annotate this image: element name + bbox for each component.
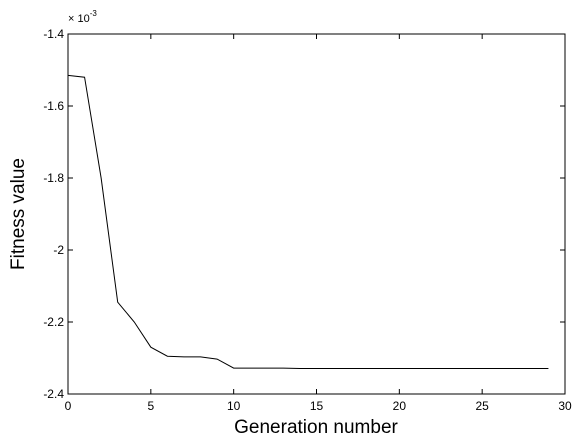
y-tick-label: -2.4 (43, 387, 64, 401)
x-tick-label: 0 (65, 399, 72, 413)
fitness-series-line (67, 74, 549, 369)
x-tick-label: 10 (227, 399, 241, 413)
x-axis-label: Generation number (234, 417, 398, 438)
x-tick-label: 30 (558, 399, 572, 413)
x-tick-label: 15 (310, 399, 324, 413)
y-tick-label: -1.6 (43, 99, 64, 113)
y-axis-multiplier: × 10-3 (68, 9, 97, 25)
plot-area (67, 33, 566, 395)
x-tick-label: 25 (475, 399, 489, 413)
x-tick-label: 5 (147, 399, 154, 413)
y-axis-ticks: -2.4 -2.2 -2 -1.8 -1.6 -1.4 (43, 27, 565, 401)
y-tick-label: -1.8 (43, 171, 64, 185)
y-tick-label: -2.2 (43, 315, 64, 329)
y-axis-label: Fitness value (8, 158, 29, 270)
y-tick-label: -2 (53, 243, 64, 257)
x-axis-ticks: 0 5 10 15 20 25 30 (65, 34, 572, 413)
y-tick-label: -1.4 (43, 27, 64, 41)
x-tick-label: 20 (393, 399, 407, 413)
